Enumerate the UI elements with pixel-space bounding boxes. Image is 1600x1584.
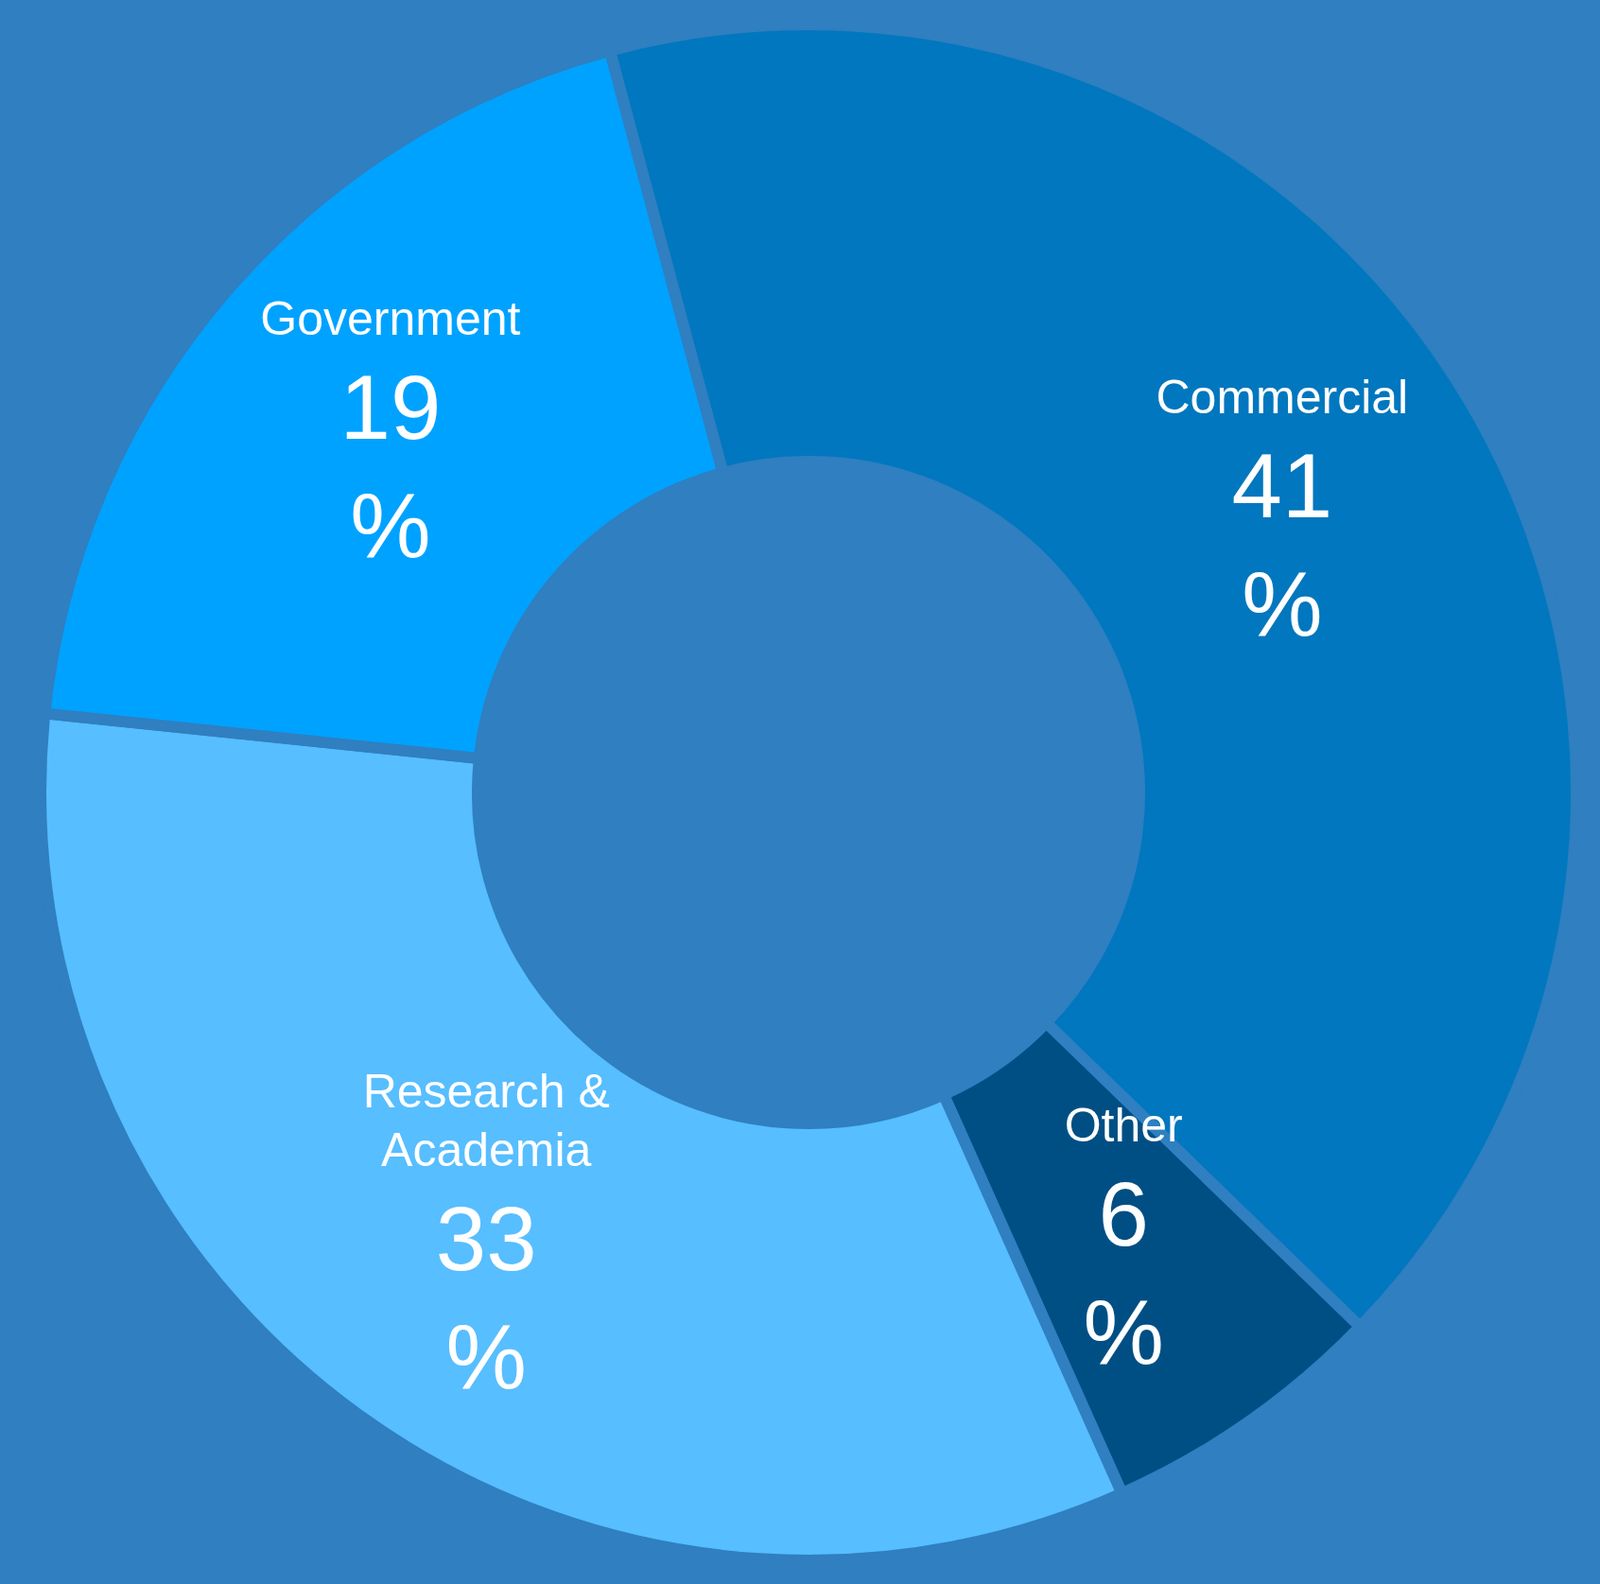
svg-text:Commercial: Commercial	[1155, 370, 1409, 424]
svg-text:%: %	[446, 1305, 527, 1408]
svg-text:Government: Government	[260, 292, 521, 346]
svg-text:41: 41	[1231, 434, 1333, 537]
svg-text:Other: Other	[1064, 1098, 1183, 1152]
svg-text:%: %	[349, 474, 431, 576]
svg-text:6: 6	[1098, 1163, 1149, 1265]
svg-text:%: %	[1083, 1281, 1165, 1383]
svg-text:Research &: Research &	[363, 1064, 610, 1118]
svg-text:%: %	[1241, 553, 1322, 655]
svg-text:Academia: Academia	[381, 1123, 592, 1177]
svg-text:33: 33	[435, 1187, 538, 1289]
svg-text:19: 19	[340, 356, 442, 458]
